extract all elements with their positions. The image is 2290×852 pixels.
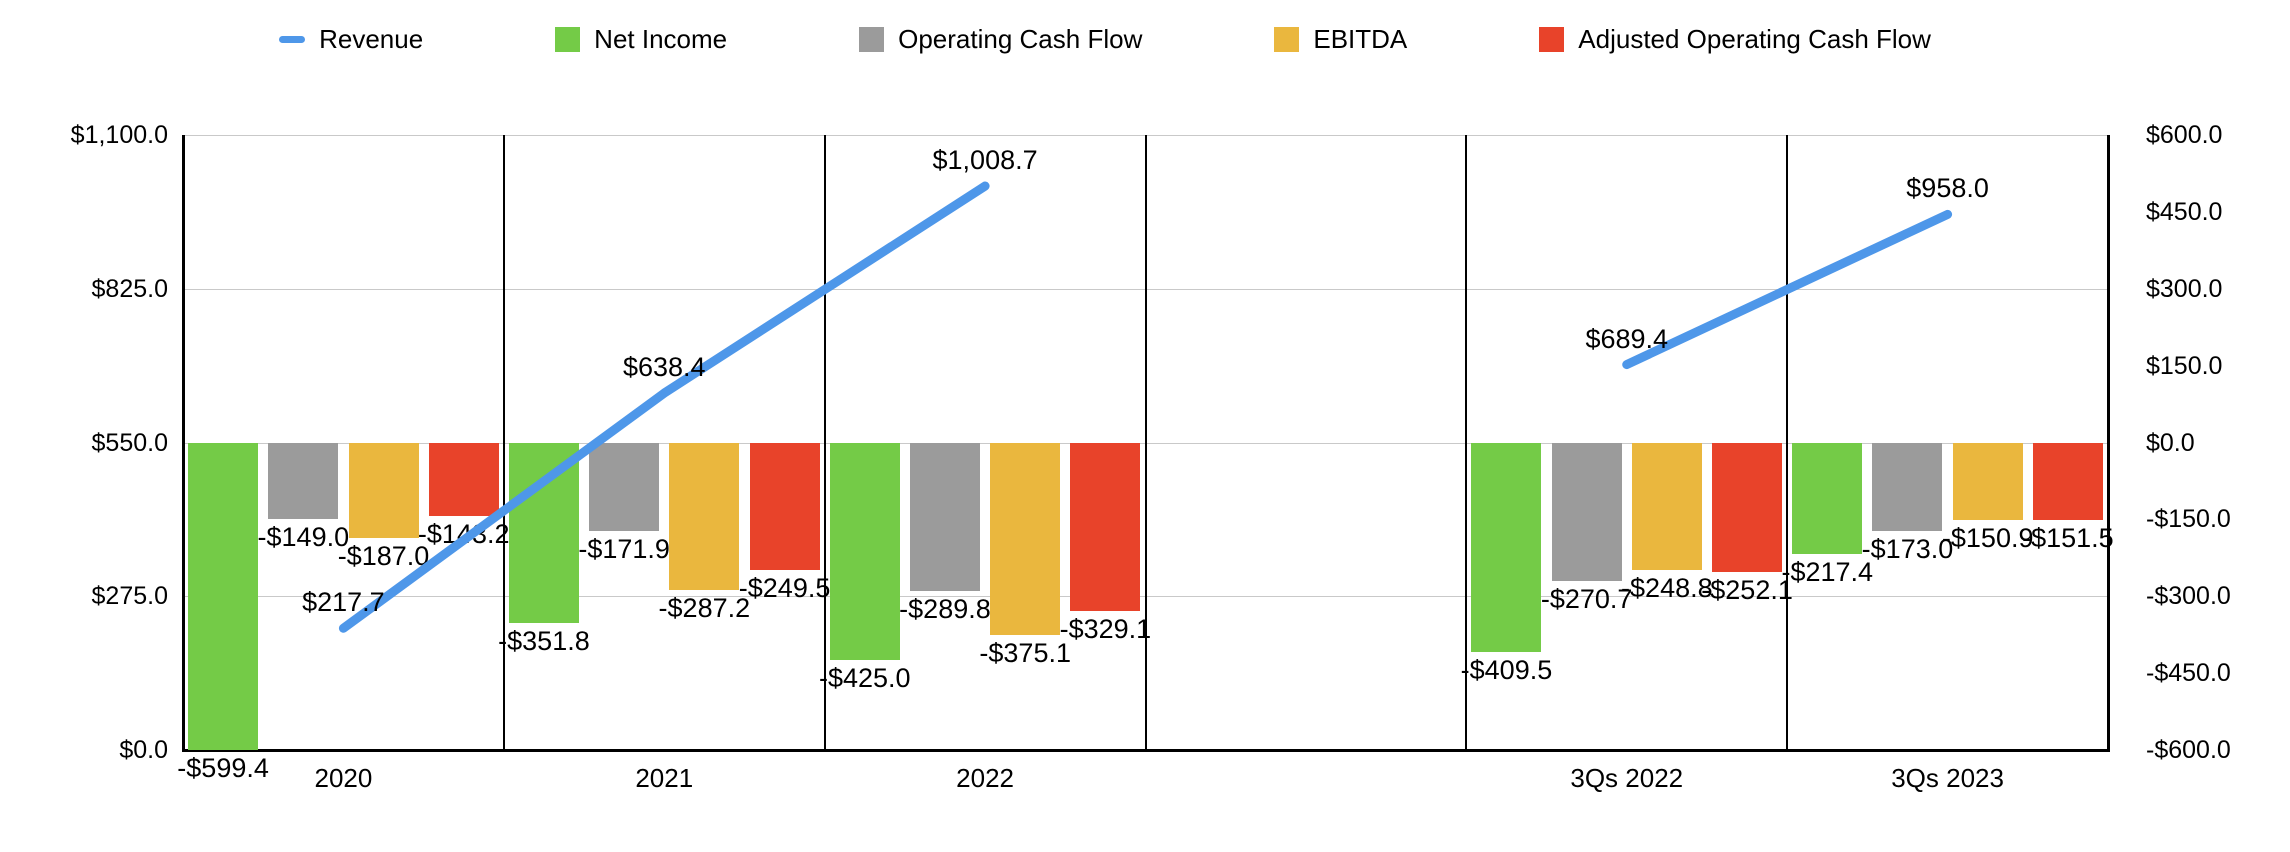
legend-label: Revenue	[319, 24, 424, 54]
bar-adjusted-operating-cash-flow-2021	[749, 442, 820, 571]
right-axis-tick-label: -$450.0	[2146, 659, 2231, 688]
bar-adjusted-operating-cash-flow-2020	[428, 442, 499, 516]
category-separator-line	[502, 135, 505, 750]
bar-net-income-2020	[188, 442, 259, 750]
line-value-label: $958.0	[1906, 173, 1989, 204]
bar-ebitda-2020	[348, 442, 419, 539]
revenue-line-layer	[338, 181, 1953, 633]
bar-net-income-3qs-2022	[1471, 442, 1542, 653]
line-value-label: $1,008.7	[932, 145, 1038, 176]
bar-value-label: -$187.0	[337, 541, 430, 572]
line-value-label: $217.7	[302, 587, 385, 618]
bar-operating-cash-flow-3qs-2023	[1872, 442, 1943, 532]
legend-square-marker-icon	[555, 26, 581, 52]
legend-square-marker-icon	[1539, 26, 1565, 52]
bar-ebitda-3qs-2022	[1631, 442, 1702, 570]
plot-edge-line	[181, 135, 185, 752]
right-axis-tick-label: -$150.0	[2146, 505, 2231, 534]
bar-value-label: -$375.1	[979, 637, 1071, 668]
right-axis-tick-label: $150.0	[2146, 351, 2223, 380]
right-axis-tick-label: $600.0	[2146, 121, 2223, 149]
plot-edge-line	[2106, 135, 2110, 752]
legend-line-marker-icon	[279, 35, 306, 43]
legend-item: EBITDA	[1274, 24, 1407, 54]
revenue-line-segment	[1622, 209, 1953, 370]
bar-value-label: -$171.9	[578, 533, 670, 564]
right-axis-tick-label: $0.0	[2146, 428, 2195, 457]
x-axis-line	[183, 749, 2108, 752]
left-axis-tick-label: $825.0	[91, 274, 168, 303]
legend-square-marker-icon	[859, 26, 885, 52]
bar-value-label: -$248.8	[1621, 573, 1713, 603]
legend-label: Adjusted Operating Cash Flow	[1578, 24, 1931, 54]
bar-value-label: -$249.5	[738, 573, 831, 604]
bar-value-label: -$351.8	[498, 625, 590, 656]
x-axis-category-label: 2020	[314, 763, 373, 793]
legend-label: Operating Cash Flow	[898, 24, 1143, 54]
bar-net-income-3qs-2023	[1792, 442, 1863, 554]
bar-operating-cash-flow-2020	[268, 442, 339, 519]
x-axis-category-label: 2022	[956, 763, 1014, 793]
right-axis-tick-label: $300.0	[2146, 274, 2223, 303]
legend-item: Operating Cash Flow	[859, 24, 1142, 54]
legend-square-marker-icon	[1274, 26, 1300, 52]
line-value-label: $689.4	[1585, 323, 1669, 354]
right-axis-tick-label: -$300.0	[2146, 582, 2231, 611]
bar-value-label: -$217.4	[1781, 556, 1874, 587]
bar-value-label: -$287.2	[658, 592, 751, 623]
revenue-line-segment	[338, 181, 990, 633]
bar-ebitda-2021	[669, 442, 740, 590]
right-axis-tick-label: -$600.0	[2146, 736, 2231, 764]
left-axis-tick-label: $0.0	[119, 736, 168, 764]
x-axis-category-label: 3Qs 2022	[1570, 763, 1684, 793]
category-separator-line	[823, 135, 826, 750]
bar-net-income-2022	[829, 442, 900, 661]
bar-value-label: -$149.0	[257, 521, 350, 552]
bar-value-label: -$150.9	[1941, 522, 2034, 553]
line-value-label: $638.4	[622, 352, 706, 383]
category-separator-line	[1144, 135, 1147, 750]
left-axis-tick-label: $275.0	[91, 582, 168, 611]
bar-adjusted-operating-cash-flow-2022	[1070, 442, 1141, 612]
legend-label: Net Income	[594, 24, 728, 54]
legend: Revenue Net Income Operating Cash Flow EBIT…	[0, 24, 2250, 54]
left-axis-tick-label: $550.0	[91, 428, 168, 457]
right-axis-tick-label: $450.0	[2146, 197, 2223, 226]
bar-value-label: -$599.4	[177, 752, 269, 783]
category-separator-line	[1465, 135, 1468, 750]
x-axis-category-label: 2021	[635, 763, 694, 793]
bar-ebitda-3qs-2023	[1952, 442, 2023, 520]
bar-operating-cash-flow-3qs-2022	[1551, 442, 1622, 582]
bar-value-label: -$270.7	[1540, 584, 1633, 615]
bar-operating-cash-flow-2021	[589, 442, 660, 531]
legend-item: Adjusted Operating Cash Flow	[1539, 24, 1931, 54]
legend-item: Net Income	[555, 24, 727, 54]
bar-value-label: -$173.0	[1861, 534, 1954, 565]
bar-value-label: -$425.0	[818, 663, 911, 694]
x-axis-category-label: 3Qs 2023	[1891, 763, 2004, 793]
bar-net-income-2021	[508, 442, 579, 623]
bar-ebitda-2022	[990, 442, 1061, 635]
left-axis-tick-label: $1,100.0	[70, 121, 168, 149]
bar-adjusted-operating-cash-flow-3qs-2023	[2032, 442, 2103, 521]
bar-operating-cash-flow-2022	[909, 442, 980, 592]
legend-item: Revenue	[279, 24, 423, 54]
legend-label: EBITDA	[1313, 24, 1408, 54]
bar-value-label: -$252.1	[1701, 574, 1793, 605]
bar-value-label: -$409.5	[1460, 655, 1553, 686]
bar-value-label: -$289.8	[899, 594, 991, 625]
bar-value-label: -$329.1	[1059, 614, 1152, 645]
bar-adjusted-operating-cash-flow-3qs-2022	[1712, 442, 1783, 572]
bar-value-label: -$151.5	[2022, 523, 2114, 554]
category-separator-line	[1786, 135, 1789, 750]
